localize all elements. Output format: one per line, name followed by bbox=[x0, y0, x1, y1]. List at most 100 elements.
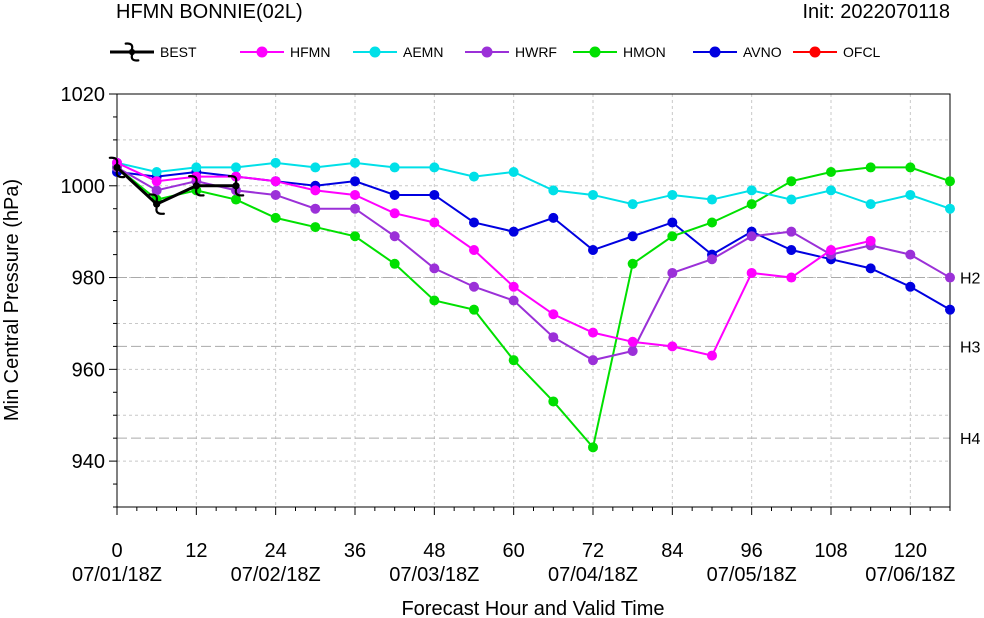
legend-marker-hmon bbox=[589, 46, 601, 58]
data-point-hmon bbox=[905, 162, 916, 173]
data-point-hwrf bbox=[508, 295, 519, 306]
data-point-aemn bbox=[627, 199, 638, 210]
legend: BEST HFMN AEMN HWRF HMON AVNO OFCL bbox=[110, 42, 881, 62]
legend-marker-avno bbox=[709, 46, 721, 58]
x-tick-label: 60 bbox=[503, 540, 525, 562]
series-line-hwrf bbox=[116, 166, 951, 362]
data-point-hfmn bbox=[588, 327, 598, 338]
chart-title: HFMN BONNIE(02L) bbox=[116, 1, 303, 23]
data-point-hfmn bbox=[270, 176, 281, 187]
data-point-avno bbox=[905, 281, 916, 292]
data-point-hmon bbox=[826, 167, 836, 178]
legend-marker-hwrf bbox=[481, 46, 493, 58]
best-track-point bbox=[108, 156, 126, 179]
data-point-aemn bbox=[826, 185, 836, 196]
data-point-hfmn bbox=[151, 176, 162, 187]
data-point-hwrf bbox=[588, 355, 598, 366]
legend-label: BEST bbox=[160, 44, 197, 60]
x-tick-date-label: 07/05/18Z bbox=[707, 564, 797, 586]
data-point-hfmn bbox=[389, 208, 400, 219]
init-time: Init: 2022070118 bbox=[802, 1, 950, 23]
legend-label: HFMN bbox=[290, 44, 330, 60]
data-point-hfmn bbox=[707, 350, 717, 361]
data-point-hmon bbox=[270, 212, 281, 223]
data-point-hmon bbox=[746, 199, 757, 210]
y-tick-label: 940 bbox=[72, 451, 105, 473]
data-point-hmon bbox=[627, 258, 638, 269]
legend-label: HMON bbox=[623, 44, 666, 60]
data-point-hmon bbox=[469, 304, 479, 315]
data-point-aemn bbox=[786, 194, 797, 205]
data-point-hwrf bbox=[707, 254, 717, 265]
data-point-hwrf bbox=[746, 231, 757, 242]
best-track-point bbox=[148, 193, 165, 215]
data-point-hmon bbox=[667, 231, 678, 242]
data-point-aemn bbox=[945, 203, 955, 214]
x-tick-date-label: 07/03/18Z bbox=[389, 564, 479, 586]
data-point-aemn bbox=[508, 167, 519, 178]
best-track-point bbox=[227, 174, 245, 197]
data-point-hfmn bbox=[231, 171, 241, 182]
data-point-aemn bbox=[865, 199, 876, 210]
data-point-hwrf bbox=[905, 249, 916, 260]
y-tick-label: 960 bbox=[72, 359, 105, 381]
data-point-hfmn bbox=[826, 245, 836, 256]
data-point-hmon bbox=[429, 295, 440, 306]
reference-label: H3 bbox=[960, 339, 981, 356]
data-point-hfmn bbox=[627, 336, 638, 347]
x-tick-label: 36 bbox=[344, 540, 366, 562]
x-tick-date-label: 07/04/18Z bbox=[548, 564, 638, 586]
legend-label: HWRF bbox=[515, 44, 557, 60]
y-tick-label: 980 bbox=[72, 268, 105, 290]
y-tick-label: 1020 bbox=[61, 84, 106, 106]
data-point-hwrf bbox=[310, 203, 321, 214]
y-tick-label: 1000 bbox=[61, 176, 106, 198]
data-point-avno bbox=[627, 231, 638, 242]
best-track-point bbox=[188, 174, 205, 197]
data-point-hmon bbox=[945, 176, 955, 187]
data-point-aemn bbox=[548, 185, 559, 196]
data-point-avno bbox=[508, 226, 519, 237]
data-point-hmon bbox=[548, 396, 559, 407]
data-point-hfmn bbox=[786, 272, 797, 283]
data-point-avno bbox=[389, 189, 400, 200]
data-point-hwrf bbox=[151, 185, 162, 196]
data-point-hfmn bbox=[429, 217, 440, 228]
data-point-aemn bbox=[905, 189, 916, 200]
data-point-aemn bbox=[389, 162, 400, 173]
x-tick-date-label: 07/01/18Z bbox=[72, 564, 162, 586]
data-point-hmon bbox=[588, 442, 598, 453]
data-point-hwrf bbox=[469, 281, 479, 292]
data-point-aemn bbox=[469, 171, 479, 182]
x-tick-label: 120 bbox=[894, 540, 927, 562]
data-point-hfmn bbox=[508, 281, 519, 292]
data-point-hmon bbox=[389, 258, 400, 269]
data-point-hwrf bbox=[945, 272, 955, 283]
data-point-hmon bbox=[707, 217, 717, 228]
data-point-aemn bbox=[746, 185, 757, 196]
data-point-hfmn bbox=[548, 309, 559, 320]
series-line-hfmn bbox=[116, 161, 871, 357]
data-point-hwrf bbox=[667, 267, 678, 278]
x-tick-label: 48 bbox=[423, 540, 445, 562]
data-point-avno bbox=[469, 217, 479, 228]
data-point-hwrf bbox=[548, 332, 559, 343]
data-point-avno bbox=[350, 176, 360, 187]
legend-label: AVNO bbox=[743, 44, 782, 60]
data-point-aemn bbox=[667, 189, 678, 200]
data-point-avno bbox=[865, 263, 876, 274]
reference-lines: H2 H3 H4 bbox=[117, 271, 981, 448]
x-tick-label: 108 bbox=[814, 540, 847, 562]
data-point-hwrf bbox=[429, 263, 440, 274]
series-line-hmon bbox=[116, 166, 951, 450]
data-point-hwrf bbox=[389, 231, 400, 242]
data-point-hfmn bbox=[469, 245, 479, 256]
data-point-aemn bbox=[429, 162, 440, 173]
data-point-avno bbox=[548, 212, 559, 223]
legend-marker-aemn bbox=[369, 46, 381, 58]
data-point-avno bbox=[667, 217, 678, 228]
data-point-hfmn bbox=[191, 171, 202, 182]
data-point-hfmn bbox=[667, 341, 678, 352]
